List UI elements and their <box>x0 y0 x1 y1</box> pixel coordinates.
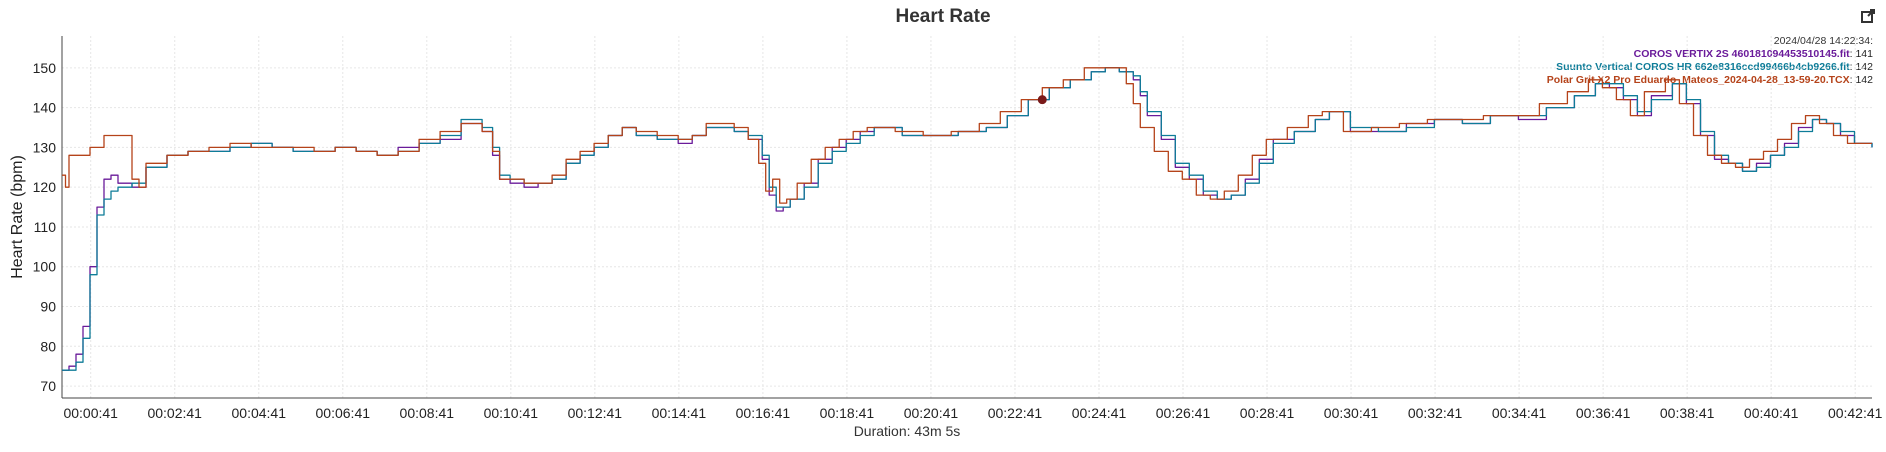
tooltip-legend: 2024/04/28 14:22:34: COROS VERTIX 2S 460… <box>1547 35 1873 87</box>
external-link-icon[interactable] <box>1860 8 1876 24</box>
y-tick-label: 140 <box>33 100 57 116</box>
legend-series-value: 142 <box>1855 74 1873 86</box>
y-tick-label: 90 <box>40 299 56 315</box>
x-axis-label: Duration: 43m 5s <box>854 423 961 439</box>
x-tick-label: 00:42:41 <box>1828 405 1883 421</box>
x-tick-label: 00:04:41 <box>232 405 287 421</box>
y-tick-label: 80 <box>40 338 56 354</box>
x-tick-label: 00:30:41 <box>1324 405 1379 421</box>
y-tick-label: 120 <box>33 179 57 195</box>
x-tick-label: 00:08:41 <box>400 405 455 421</box>
series-line-3 <box>62 67 1872 204</box>
y-tick-label: 70 <box>40 378 56 394</box>
y-tick-label: 100 <box>33 259 57 275</box>
x-tick-label: 00:06:41 <box>316 405 371 421</box>
x-tick-label: 00:00:41 <box>63 405 118 421</box>
x-tick-label: 00:18:41 <box>820 405 875 421</box>
x-tick-label: 00:28:41 <box>1240 405 1295 421</box>
series-line-1 <box>62 67 1873 371</box>
x-tick-label: 00:40:41 <box>1744 405 1799 421</box>
x-tick-label: 00:20:41 <box>904 405 959 421</box>
x-tick-label: 00:22:41 <box>988 405 1043 421</box>
legend-series-value: 141 <box>1855 48 1873 60</box>
hover-marker <box>1037 95 1047 105</box>
x-tick-label: 00:16:41 <box>736 405 791 421</box>
chart-title: Heart Rate <box>895 6 991 27</box>
x-tick-label: 00:14:41 <box>652 405 707 421</box>
x-tick-label: 00:24:41 <box>1072 405 1127 421</box>
y-tick-label: 110 <box>34 219 57 235</box>
x-tick-label: 00:12:41 <box>568 405 623 421</box>
y-tick-label: 150 <box>33 60 57 76</box>
x-tick-label: 00:26:41 <box>1156 405 1211 421</box>
x-tick-label: 00:02:41 <box>147 405 202 421</box>
series-line-2 <box>62 67 1873 371</box>
x-tick-label: 00:38:41 <box>1660 405 1715 421</box>
x-tick-label: 00:32:41 <box>1408 405 1463 421</box>
tooltip-timestamp: 2024/04/28 14:22:34: <box>1773 35 1873 47</box>
legend-series-value: 142 <box>1855 61 1873 73</box>
legend-entry: Polar Grit X2 Pro Eduardo_Mateos_2024-04… <box>1546 74 1873 86</box>
y-axis-label: Heart Rate (bpm) <box>9 155 26 279</box>
y-tick-label: 130 <box>33 139 57 155</box>
legend-series-name: Suunto Vertical COROS HR 662e8316ccd9946… <box>1556 61 1850 73</box>
legend-entry: Suunto Vertical COROS HR 662e8316ccd9946… <box>1556 61 1873 73</box>
x-tick-label: 00:36:41 <box>1576 405 1631 421</box>
x-tick-label: 00:34:41 <box>1492 405 1547 421</box>
x-tick-label: 00:10:41 <box>484 405 539 421</box>
legend-series-name: Polar Grit X2 Pro Eduardo_Mateos_2024-04… <box>1546 74 1850 86</box>
